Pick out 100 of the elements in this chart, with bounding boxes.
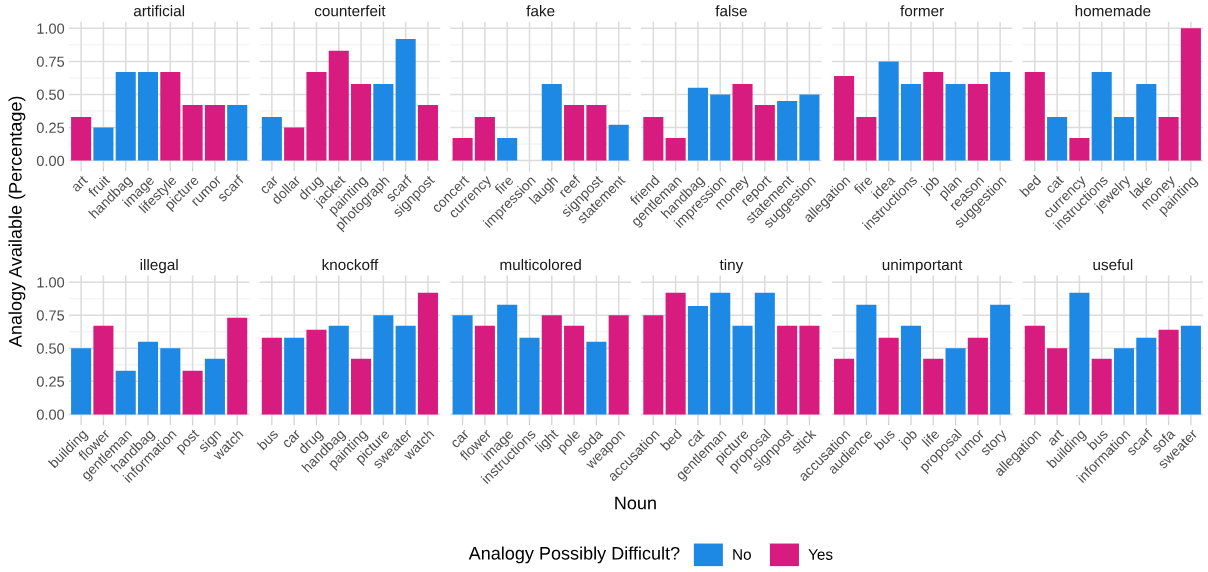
bar — [777, 101, 798, 161]
bar — [710, 94, 731, 161]
bar — [115, 370, 136, 415]
bar — [710, 292, 731, 415]
chart-title: artificial — [133, 5, 185, 17]
y-axis-title: Analogy Available (Percentage) — [8, 96, 26, 348]
bar — [452, 138, 473, 161]
bar — [1136, 337, 1157, 415]
bar — [732, 83, 753, 161]
bar — [643, 116, 664, 161]
bar — [1158, 329, 1179, 415]
bar — [1069, 292, 1090, 415]
y-tick-label: 0.00 — [36, 409, 65, 420]
bar — [834, 75, 855, 161]
bar — [227, 105, 248, 161]
bar — [665, 292, 686, 415]
y-tick-label: 1.00 — [37, 277, 65, 288]
bar — [564, 325, 585, 415]
bar — [799, 94, 820, 161]
bar — [497, 304, 518, 415]
bar — [395, 325, 416, 415]
bar — [608, 315, 629, 415]
bar — [586, 105, 607, 161]
bar — [732, 325, 753, 415]
y-tick-label: 0.75 — [36, 310, 65, 321]
y-tick-label: 1.00 — [37, 23, 65, 34]
bar — [754, 105, 775, 161]
y-tick-label: 0.50 — [36, 89, 65, 100]
bar — [474, 325, 495, 415]
chart-title: multicolored — [500, 258, 581, 271]
bar — [1113, 116, 1135, 161]
bar — [923, 358, 944, 415]
bar — [373, 315, 394, 415]
bar — [541, 315, 562, 415]
bar — [541, 83, 562, 161]
bar — [261, 337, 282, 415]
chart-title: false — [715, 5, 747, 17]
chart-title: counterfeit — [314, 5, 386, 17]
chart-title: knockoff — [322, 258, 379, 271]
bar — [284, 127, 305, 161]
bar — [900, 83, 921, 161]
bar — [115, 71, 136, 161]
chart-title: former — [900, 5, 944, 17]
bar — [878, 337, 899, 415]
bar — [227, 317, 248, 415]
bar — [643, 315, 664, 415]
bar — [93, 127, 114, 161]
bar — [878, 61, 899, 161]
chart-title: fake — [526, 5, 555, 17]
bar — [687, 87, 708, 161]
bar — [608, 124, 629, 161]
bar — [856, 116, 877, 161]
bar — [777, 325, 798, 415]
chart-title: unimportant — [882, 258, 963, 274]
bar — [990, 71, 1011, 161]
bar — [351, 83, 372, 161]
x-tick-label: bus — [256, 428, 279, 451]
bar — [1180, 325, 1201, 415]
bar — [417, 105, 438, 161]
bar — [328, 325, 349, 415]
bar — [261, 116, 282, 161]
chart-title: useful — [1093, 258, 1133, 271]
bar — [373, 83, 394, 161]
bar — [1136, 83, 1157, 161]
y-tick-label: 0.00 — [36, 155, 65, 166]
y-tick-label: 0.25 — [36, 122, 65, 133]
bar — [284, 337, 305, 415]
bar — [452, 315, 473, 415]
bar — [687, 305, 708, 415]
bar — [945, 348, 966, 415]
bar — [564, 105, 585, 161]
bar — [306, 329, 327, 415]
bar — [204, 105, 225, 161]
bar — [754, 292, 775, 415]
bar — [1158, 116, 1179, 161]
bar — [967, 83, 988, 161]
bar — [1047, 116, 1068, 161]
bar — [586, 341, 607, 415]
bar — [1024, 71, 1045, 161]
bar — [1091, 358, 1112, 415]
bar — [1113, 348, 1135, 415]
x-tick-label: bus — [873, 428, 896, 451]
bar — [71, 116, 92, 161]
chart-title: tiny — [719, 258, 744, 274]
bar — [834, 358, 855, 415]
bar — [1069, 138, 1090, 161]
bar — [665, 138, 686, 161]
bar — [799, 325, 820, 415]
chart-title: illegal — [140, 258, 178, 274]
legend-label: Yes — [808, 549, 833, 560]
x-tick-label: bed — [1019, 174, 1042, 198]
bar — [1180, 28, 1201, 161]
bar — [856, 304, 877, 415]
legend-label: No — [733, 549, 751, 560]
bar — [137, 341, 159, 415]
bar — [1091, 71, 1112, 161]
bar — [93, 325, 114, 415]
bar — [160, 348, 181, 415]
y-tick-label: 0.75 — [36, 56, 65, 67]
chart-title: homemade — [1075, 5, 1151, 17]
